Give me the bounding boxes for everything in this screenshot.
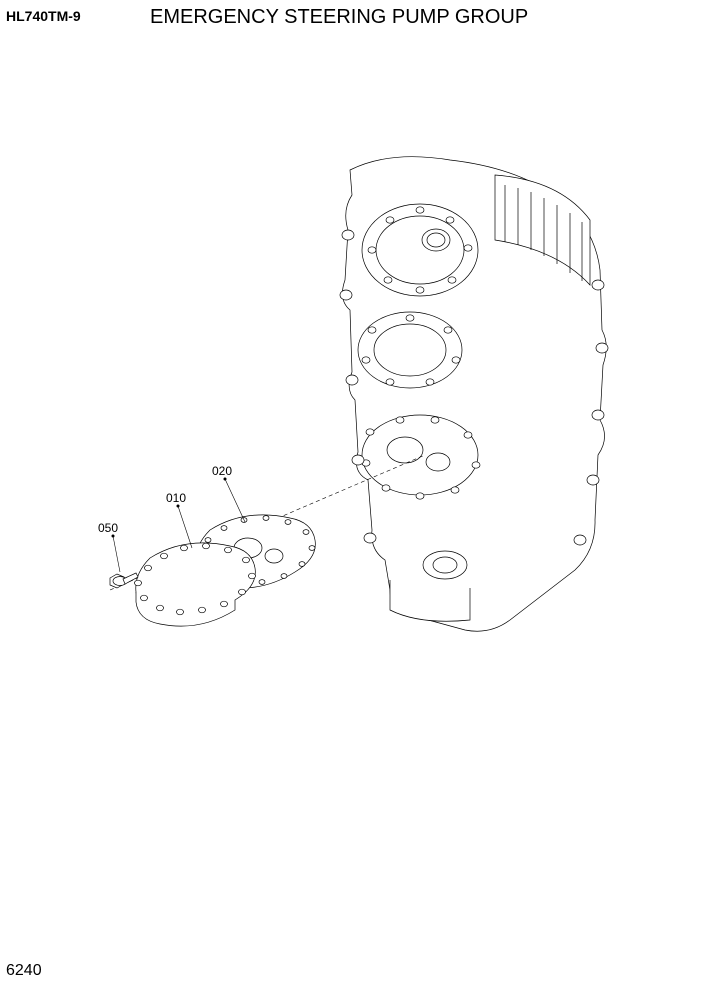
exploded-diagram bbox=[90, 120, 650, 770]
housing-main bbox=[340, 157, 608, 632]
part-050-bolt bbox=[110, 573, 138, 588]
page-number: 6240 bbox=[6, 962, 42, 980]
header-model-code: HL740TM-9 bbox=[6, 8, 81, 24]
page-title: EMERGENCY STEERING PUMP GROUP bbox=[150, 6, 528, 29]
part-010-cover bbox=[135, 543, 256, 626]
diagram-svg bbox=[90, 120, 650, 770]
